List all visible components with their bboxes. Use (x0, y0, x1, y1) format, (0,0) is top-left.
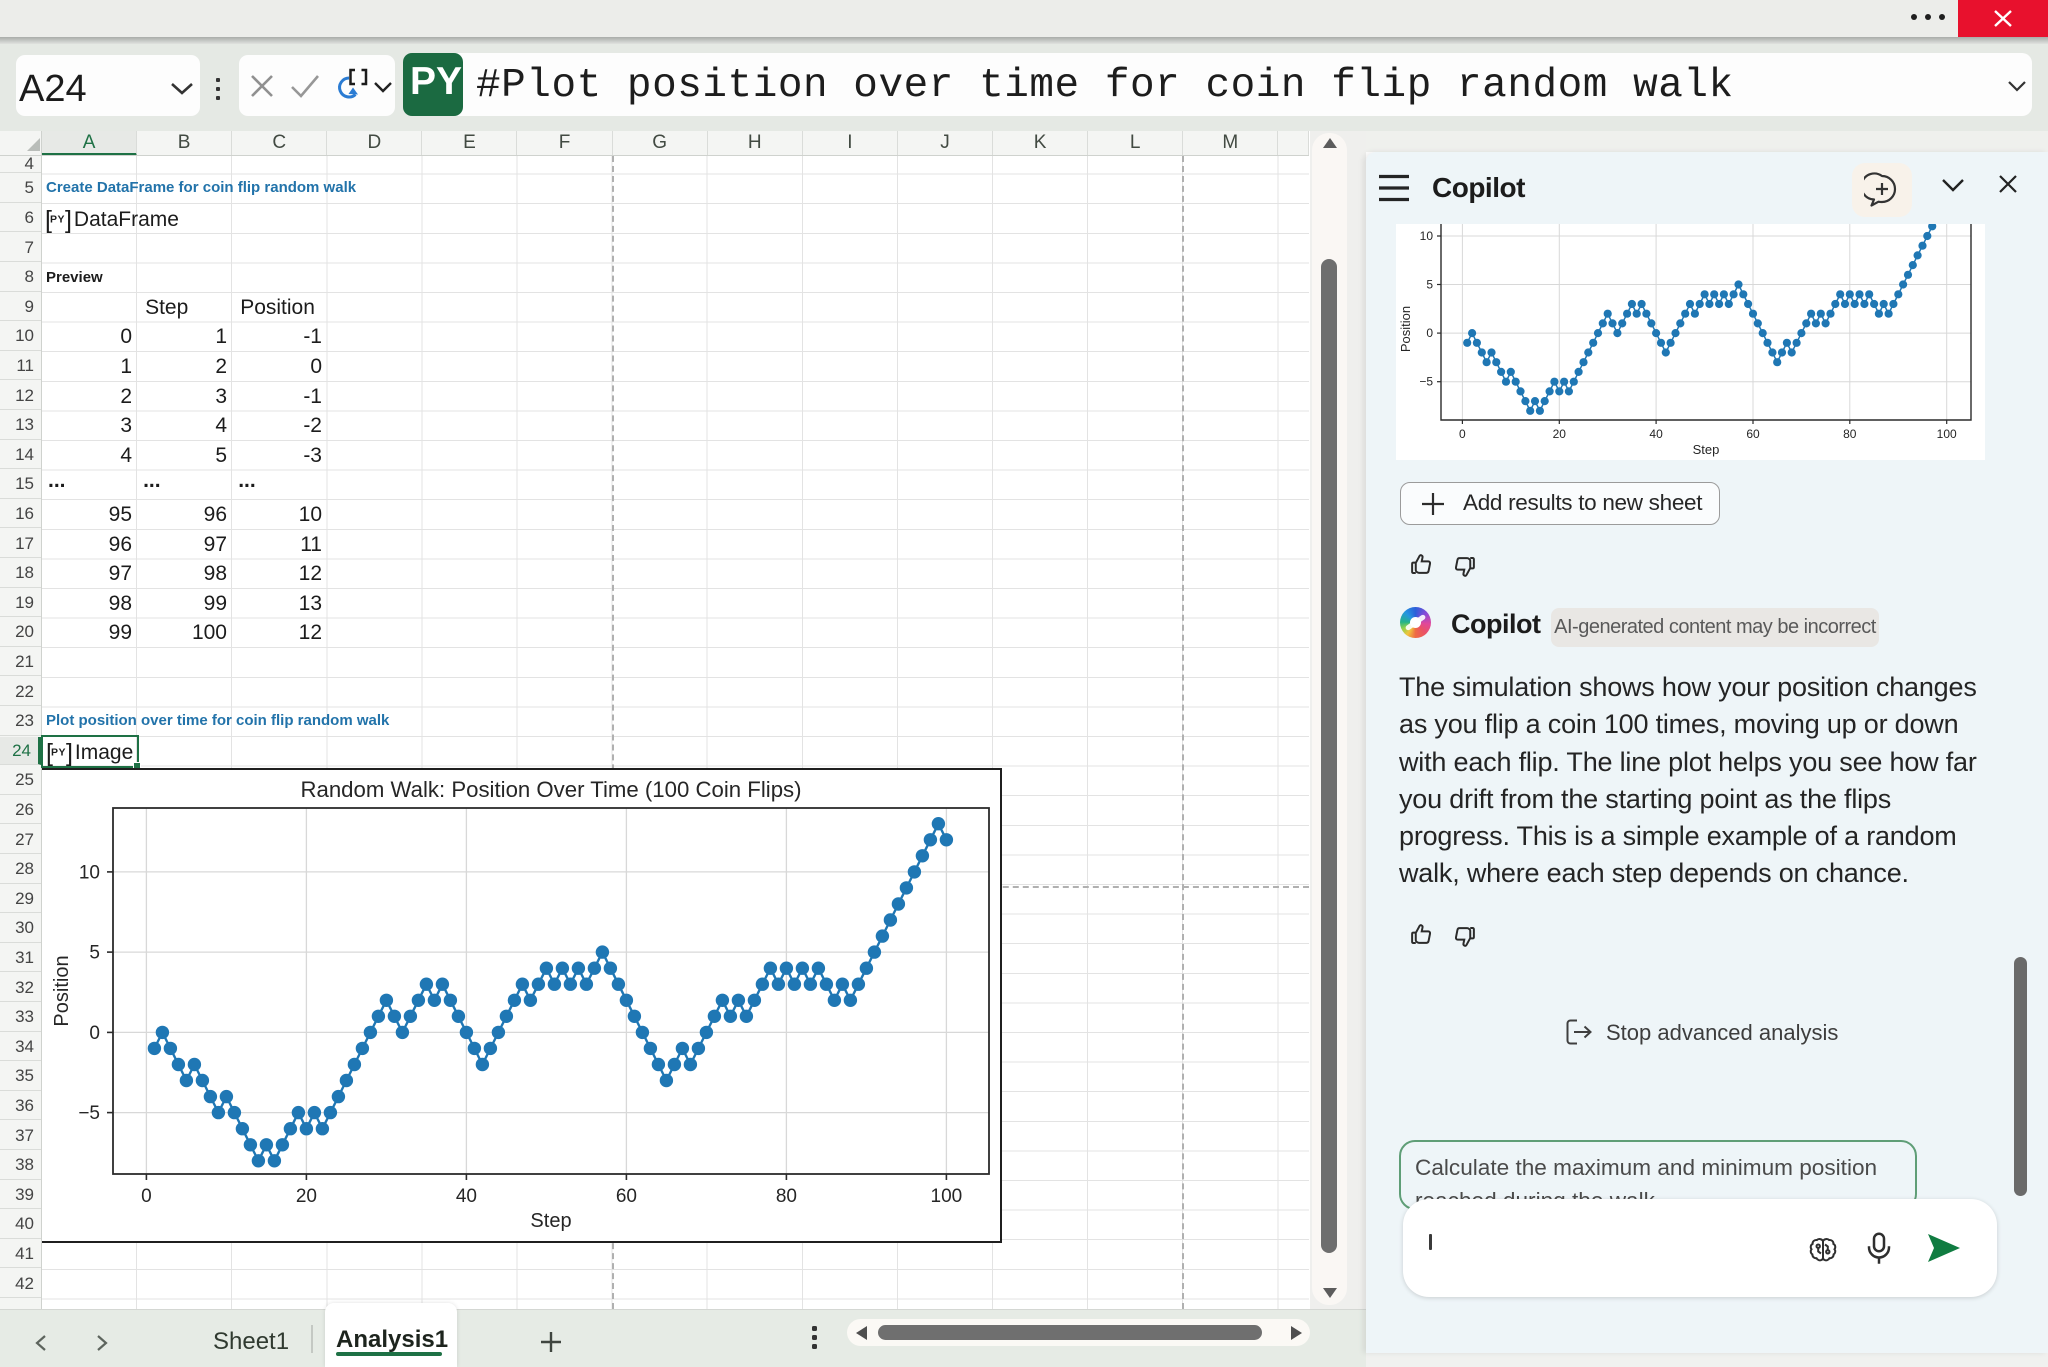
svg-text:0: 0 (1426, 326, 1433, 340)
svg-text:80: 80 (1843, 427, 1857, 441)
svg-text:0: 0 (89, 1023, 100, 1044)
svg-text:Position: Position (1398, 306, 1413, 352)
svg-text:100: 100 (931, 1186, 963, 1207)
svg-text:10: 10 (79, 862, 100, 883)
svg-text:Position: Position (51, 955, 73, 1026)
svg-text:100: 100 (1937, 427, 1957, 441)
svg-text:Random Walk: Position Over Tim: Random Walk: Position Over Time (100 Coi… (300, 777, 801, 802)
svg-text:Step: Step (530, 1210, 571, 1232)
svg-text:5: 5 (1426, 278, 1433, 292)
svg-text:20: 20 (296, 1186, 317, 1207)
svg-text:Step: Step (1693, 442, 1720, 457)
svg-text:80: 80 (776, 1186, 797, 1207)
svg-text:60: 60 (1746, 427, 1760, 441)
svg-text:5: 5 (89, 943, 100, 964)
svg-text:10: 10 (1420, 229, 1434, 243)
svg-text:40: 40 (456, 1186, 477, 1207)
svg-text:40: 40 (1649, 427, 1663, 441)
svg-text:0: 0 (141, 1186, 152, 1207)
svg-text:60: 60 (616, 1186, 637, 1207)
svg-text:0: 0 (1459, 427, 1466, 441)
svg-text:−5: −5 (78, 1103, 100, 1124)
svg-text:20: 20 (1553, 427, 1567, 441)
svg-text:−5: −5 (1419, 375, 1433, 389)
